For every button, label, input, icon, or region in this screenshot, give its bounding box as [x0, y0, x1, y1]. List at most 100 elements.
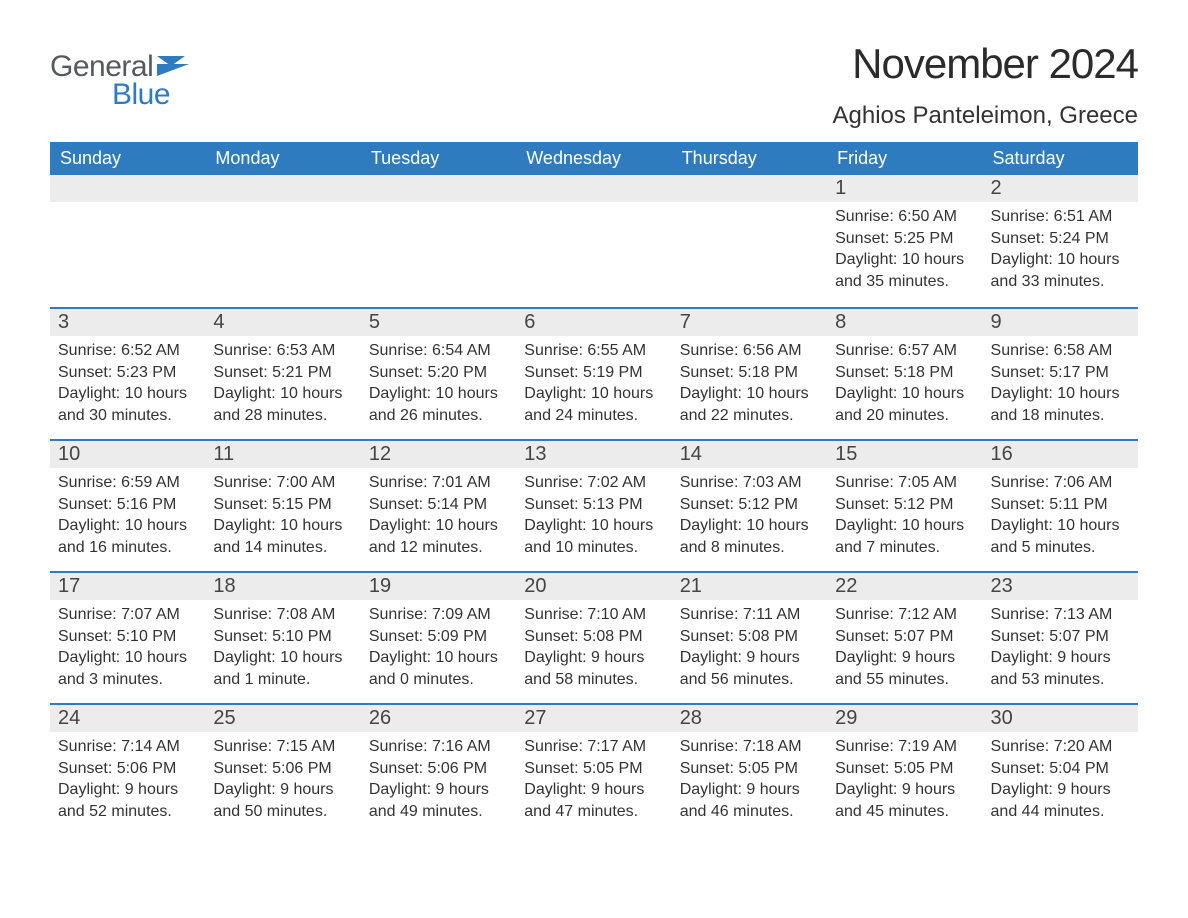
- daynum-bar: 4: [205, 309, 360, 336]
- day-number: 15: [835, 443, 857, 465]
- dayheader: Monday: [205, 142, 360, 175]
- daylight-line: Daylight: 10 hours and 8 minutes.: [680, 515, 819, 558]
- sunrise-label: Sunrise:: [680, 606, 743, 623]
- day-number: 4: [213, 311, 224, 333]
- sunrise-value: 7:11 AM: [743, 606, 801, 623]
- sunset-line: Sunset: 5:16 PM: [58, 494, 197, 516]
- sunrise-label: Sunrise:: [369, 474, 432, 491]
- cell-body: Sunrise: 7:13 AMSunset: 5:07 PMDaylight:…: [983, 600, 1138, 698]
- sunset-label: Sunset:: [213, 760, 272, 777]
- calendar-cell: 8Sunrise: 6:57 AMSunset: 5:18 PMDaylight…: [827, 309, 982, 439]
- sunset-line: Sunset: 5:18 PM: [680, 362, 819, 384]
- daynum-bar: 21: [672, 573, 827, 600]
- sunrise-label: Sunrise:: [991, 606, 1054, 623]
- sunset-value: 5:10 PM: [117, 628, 177, 645]
- day-number: 10: [58, 443, 80, 465]
- sunset-value: 5:12 PM: [894, 496, 954, 513]
- daynum-bar: 13: [516, 441, 671, 468]
- day-number: 28: [680, 707, 702, 729]
- cell-body: Sunrise: 7:02 AMSunset: 5:13 PMDaylight:…: [516, 468, 671, 566]
- daynum-bar: 2: [983, 175, 1138, 202]
- sunset-label: Sunset:: [369, 496, 428, 513]
- sunset-line: Sunset: 5:05 PM: [680, 758, 819, 780]
- sunset-label: Sunset:: [369, 760, 428, 777]
- sunset-label: Sunset:: [524, 364, 583, 381]
- sunrise-label: Sunrise:: [524, 342, 587, 359]
- sunset-value: 5:20 PM: [428, 364, 488, 381]
- sunrise-value: 6:55 AM: [587, 342, 646, 359]
- sunset-value: 5:05 PM: [738, 760, 798, 777]
- daylight-line: Daylight: 10 hours and 35 minutes.: [835, 249, 974, 292]
- daynum-bar: 28: [672, 705, 827, 732]
- daylight-line: Daylight: 10 hours and 18 minutes.: [991, 383, 1130, 426]
- calendar-cell: 28Sunrise: 7:18 AMSunset: 5:05 PMDayligh…: [672, 705, 827, 835]
- day-number: 19: [369, 575, 391, 597]
- daynum-bar: 20: [516, 573, 671, 600]
- daylight-label: Daylight:: [991, 251, 1058, 268]
- calendar-cell: 17Sunrise: 7:07 AMSunset: 5:10 PMDayligh…: [50, 573, 205, 703]
- sunset-label: Sunset:: [213, 364, 272, 381]
- sunset-line: Sunset: 5:18 PM: [835, 362, 974, 384]
- sunset-label: Sunset:: [524, 628, 583, 645]
- sunset-line: Sunset: 5:12 PM: [680, 494, 819, 516]
- sunrise-line: Sunrise: 6:52 AM: [58, 340, 197, 362]
- sunrise-label: Sunrise:: [680, 342, 743, 359]
- sunset-label: Sunset:: [58, 628, 117, 645]
- daynum-bar: 22: [827, 573, 982, 600]
- day-number: 18: [213, 575, 235, 597]
- sunset-line: Sunset: 5:21 PM: [213, 362, 352, 384]
- sunset-value: 5:07 PM: [1049, 628, 1109, 645]
- calendar-cell: 9Sunrise: 6:58 AMSunset: 5:17 PMDaylight…: [983, 309, 1138, 439]
- sunrise-label: Sunrise:: [835, 208, 898, 225]
- sunrise-label: Sunrise:: [524, 606, 587, 623]
- sunset-value: 5:14 PM: [428, 496, 488, 513]
- day-number: 8: [835, 311, 846, 333]
- day-number: 2: [991, 177, 1002, 199]
- sunrise-label: Sunrise:: [213, 474, 276, 491]
- daylight-label: Daylight:: [835, 649, 902, 666]
- daylight-label: Daylight:: [213, 649, 280, 666]
- week-row: 24Sunrise: 7:14 AMSunset: 5:06 PMDayligh…: [50, 703, 1138, 835]
- daynum-bar: [672, 175, 827, 202]
- daynum-bar: 16: [983, 441, 1138, 468]
- sunset-line: Sunset: 5:25 PM: [835, 228, 974, 250]
- daynum-bar: 8: [827, 309, 982, 336]
- cell-body: Sunrise: 7:15 AMSunset: 5:06 PMDaylight:…: [205, 732, 360, 830]
- sunset-value: 5:18 PM: [894, 364, 954, 381]
- cell-body: Sunrise: 7:09 AMSunset: 5:09 PMDaylight:…: [361, 600, 516, 698]
- sunrise-line: Sunrise: 6:53 AM: [213, 340, 352, 362]
- sunrise-value: 7:07 AM: [121, 606, 180, 623]
- day-number: 1: [835, 177, 846, 199]
- day-number: 12: [369, 443, 391, 465]
- daynum-bar: 29: [827, 705, 982, 732]
- sunrise-value: 6:58 AM: [1054, 342, 1113, 359]
- daylight-label: Daylight:: [835, 251, 902, 268]
- daylight-label: Daylight:: [213, 517, 280, 534]
- sunset-label: Sunset:: [991, 364, 1050, 381]
- calendar-cell: 13Sunrise: 7:02 AMSunset: 5:13 PMDayligh…: [516, 441, 671, 571]
- daylight-line: Daylight: 10 hours and 33 minutes.: [991, 249, 1130, 292]
- sunrise-label: Sunrise:: [991, 342, 1054, 359]
- sunset-line: Sunset: 5:13 PM: [524, 494, 663, 516]
- sunset-line: Sunset: 5:06 PM: [369, 758, 508, 780]
- weeks-container: 1Sunrise: 6:50 AMSunset: 5:25 PMDaylight…: [50, 175, 1138, 835]
- daynum-bar: 25: [205, 705, 360, 732]
- sunset-label: Sunset:: [835, 364, 894, 381]
- daynum-bar: 3: [50, 309, 205, 336]
- calendar-cell: 30Sunrise: 7:20 AMSunset: 5:04 PMDayligh…: [983, 705, 1138, 835]
- sunrise-line: Sunrise: 7:03 AM: [680, 472, 819, 494]
- sunrise-value: 7:19 AM: [898, 738, 957, 755]
- cell-body: Sunrise: 7:14 AMSunset: 5:06 PMDaylight:…: [50, 732, 205, 830]
- sunset-label: Sunset:: [58, 760, 117, 777]
- daylight-line: Daylight: 10 hours and 22 minutes.: [680, 383, 819, 426]
- sunrise-line: Sunrise: 7:09 AM: [369, 604, 508, 626]
- daynum-bar: 19: [361, 573, 516, 600]
- daylight-line: Daylight: 10 hours and 20 minutes.: [835, 383, 974, 426]
- day-number: 21: [680, 575, 702, 597]
- sunset-value: 5:12 PM: [738, 496, 798, 513]
- daylight-line: Daylight: 9 hours and 56 minutes.: [680, 647, 819, 690]
- calendar-cell: 15Sunrise: 7:05 AMSunset: 5:12 PMDayligh…: [827, 441, 982, 571]
- logo-text-blue: Blue: [112, 78, 170, 112]
- calendar-cell: 4Sunrise: 6:53 AMSunset: 5:21 PMDaylight…: [205, 309, 360, 439]
- sunrise-value: 6:54 AM: [432, 342, 491, 359]
